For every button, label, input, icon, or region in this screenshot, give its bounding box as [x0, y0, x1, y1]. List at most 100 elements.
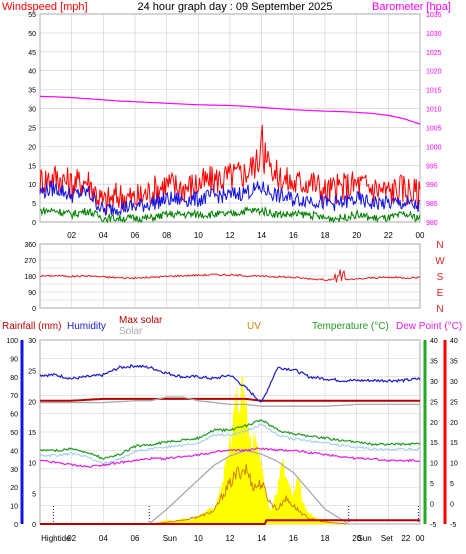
- lower-x-tick-label: 00: [416, 534, 425, 543]
- temp-tick-label: 25: [430, 399, 438, 406]
- wind-tick-label: 50: [28, 31, 36, 38]
- temp-tick-label: 30: [430, 379, 438, 386]
- compass-label: N: [436, 304, 443, 315]
- lower-x-tick-label: 02: [67, 534, 76, 543]
- barometer-tick-label: 1035: [426, 12, 442, 19]
- lower-x-tick-label: 20: [352, 534, 361, 543]
- wind-x-tick-label: 20: [352, 231, 361, 240]
- legend-dewpoint: Dew Point (°C): [396, 321, 462, 332]
- legend-temperature: Temperature (°C): [312, 321, 389, 332]
- barometer-tick-label: 1020: [426, 69, 442, 76]
- direction-tick-label: 270: [24, 258, 36, 265]
- lower-x-tick-label: 18: [321, 534, 330, 543]
- dewpoint-tick-label: 30: [450, 379, 458, 386]
- max-solar-line: [40, 397, 420, 402]
- legend-humidity: Humidity: [67, 321, 106, 332]
- wind-gust-line: [39, 124, 421, 215]
- humidity-tick-label: 10: [10, 504, 18, 511]
- barometer-tick-label: 995: [426, 163, 438, 170]
- direction-tick-label: 90: [28, 290, 36, 297]
- rain-tick-label: 10: [28, 461, 36, 468]
- rain-tick-label: 20: [28, 399, 36, 406]
- barometer-axis-title: Barometer [hpa]: [372, 1, 451, 13]
- temp-tick-label: 10: [430, 461, 438, 468]
- temp-tick-label: 40: [430, 338, 438, 345]
- wind-x-tick-label: 06: [131, 231, 140, 240]
- wind-tick-label: 5: [32, 201, 36, 208]
- direction-tick-label: 0: [32, 306, 36, 313]
- temp-tick-label: 20: [430, 420, 438, 427]
- humidity-tick-label: 100: [6, 338, 18, 345]
- lower-x-tick-label: Hightide: [41, 534, 71, 543]
- temperature-line: [39, 419, 421, 460]
- compass-label: E: [437, 288, 444, 299]
- lower-x-tick-label: 04: [99, 534, 108, 543]
- barometer-tick-label: 1010: [426, 107, 442, 114]
- humidity-tick-label: 60: [10, 412, 18, 419]
- wind-x-tick-label: 10: [194, 231, 203, 240]
- humidity-tick-label: 80: [10, 375, 18, 382]
- humidity-tick-label: 50: [10, 430, 18, 437]
- barometer-tick-label: 1025: [426, 50, 442, 57]
- rain-tick-label: 30: [28, 338, 36, 345]
- barometer-tick-label: 1005: [426, 125, 442, 132]
- direction-tick-label: 180: [24, 274, 36, 281]
- wind-tick-label: 40: [28, 69, 36, 76]
- wind-x-tick-label: 16: [289, 231, 298, 240]
- rain-tick-label: 5: [32, 491, 36, 498]
- lower-x-tick-label: 22: [401, 534, 410, 543]
- wind-x-tick-label: 04: [99, 231, 108, 240]
- legend-max-solar: Max solar: [119, 315, 163, 326]
- wind-x-tick-label: 00: [416, 231, 425, 240]
- rain-tick-label: 25: [28, 369, 36, 376]
- temp-tick-label: 5: [430, 481, 434, 488]
- barometer-tick-label: 985: [426, 201, 438, 208]
- wind-tick-label: 15: [28, 163, 36, 170]
- wind-x-tick-label: 22: [384, 231, 393, 240]
- wind-tick-label: 20: [28, 144, 36, 151]
- compass-label: W: [435, 256, 445, 267]
- temp-tick-label: -5: [430, 522, 436, 529]
- wind-direction-line: [39, 269, 421, 283]
- dewpoint-tick-label: 5: [450, 481, 454, 488]
- legend-solar: Solar: [119, 326, 143, 337]
- rain-tick-label: 0: [32, 522, 36, 529]
- dewpoint-tick-label: 15: [450, 440, 458, 447]
- wind-low-line: [39, 205, 421, 224]
- lower-x-tick-label: Sun: [357, 534, 371, 543]
- humidity-tick-label: 0: [14, 522, 18, 529]
- wind-x-tick-label: 18: [321, 231, 330, 240]
- compass-label: N: [436, 240, 443, 251]
- lower-x-tick-label: 14: [257, 534, 266, 543]
- wind-tick-label: 0: [32, 220, 36, 227]
- humidity-tick-label: 90: [10, 356, 18, 363]
- temp-tick-label: 15: [430, 440, 438, 447]
- barometer-tick-label: 990: [426, 182, 438, 189]
- humidity-line: [39, 363, 421, 403]
- humidity-tick-label: 20: [10, 485, 18, 492]
- dewpoint-tick-label: 20: [450, 420, 458, 427]
- dewpoint-tick-label: 35: [450, 358, 458, 365]
- legend-rainfall: Rainfall (mm): [2, 321, 61, 332]
- humidity-tick-label: 40: [10, 448, 18, 455]
- dewpoint-tick-label: 40: [450, 338, 458, 345]
- lower-x-tick-label: 06: [131, 534, 140, 543]
- wind-tick-label: 35: [28, 88, 36, 95]
- dewpoint-tick-label: 25: [450, 399, 458, 406]
- wind-x-tick-label: 02: [67, 231, 76, 240]
- barometer-tick-label: 980: [426, 220, 438, 227]
- temp-tick-label: 0: [430, 502, 434, 509]
- temp-tick-label: 35: [430, 358, 438, 365]
- rain-tick-label: 15: [28, 430, 36, 437]
- barometer-tick-label: 1000: [426, 144, 442, 151]
- humidity-tick-label: 30: [10, 467, 18, 474]
- wind-x-tick-label: 08: [162, 231, 171, 240]
- wind-speed-line: [39, 179, 421, 217]
- lower-x-tick-label: 10: [194, 534, 203, 543]
- direction-tick-label: 360: [24, 242, 36, 249]
- barometer-tick-label: 1015: [426, 88, 442, 95]
- rainfall-line: [40, 519, 420, 525]
- barometer-tick-label: 1030: [426, 31, 442, 38]
- humidity-tick-label: 70: [10, 393, 18, 400]
